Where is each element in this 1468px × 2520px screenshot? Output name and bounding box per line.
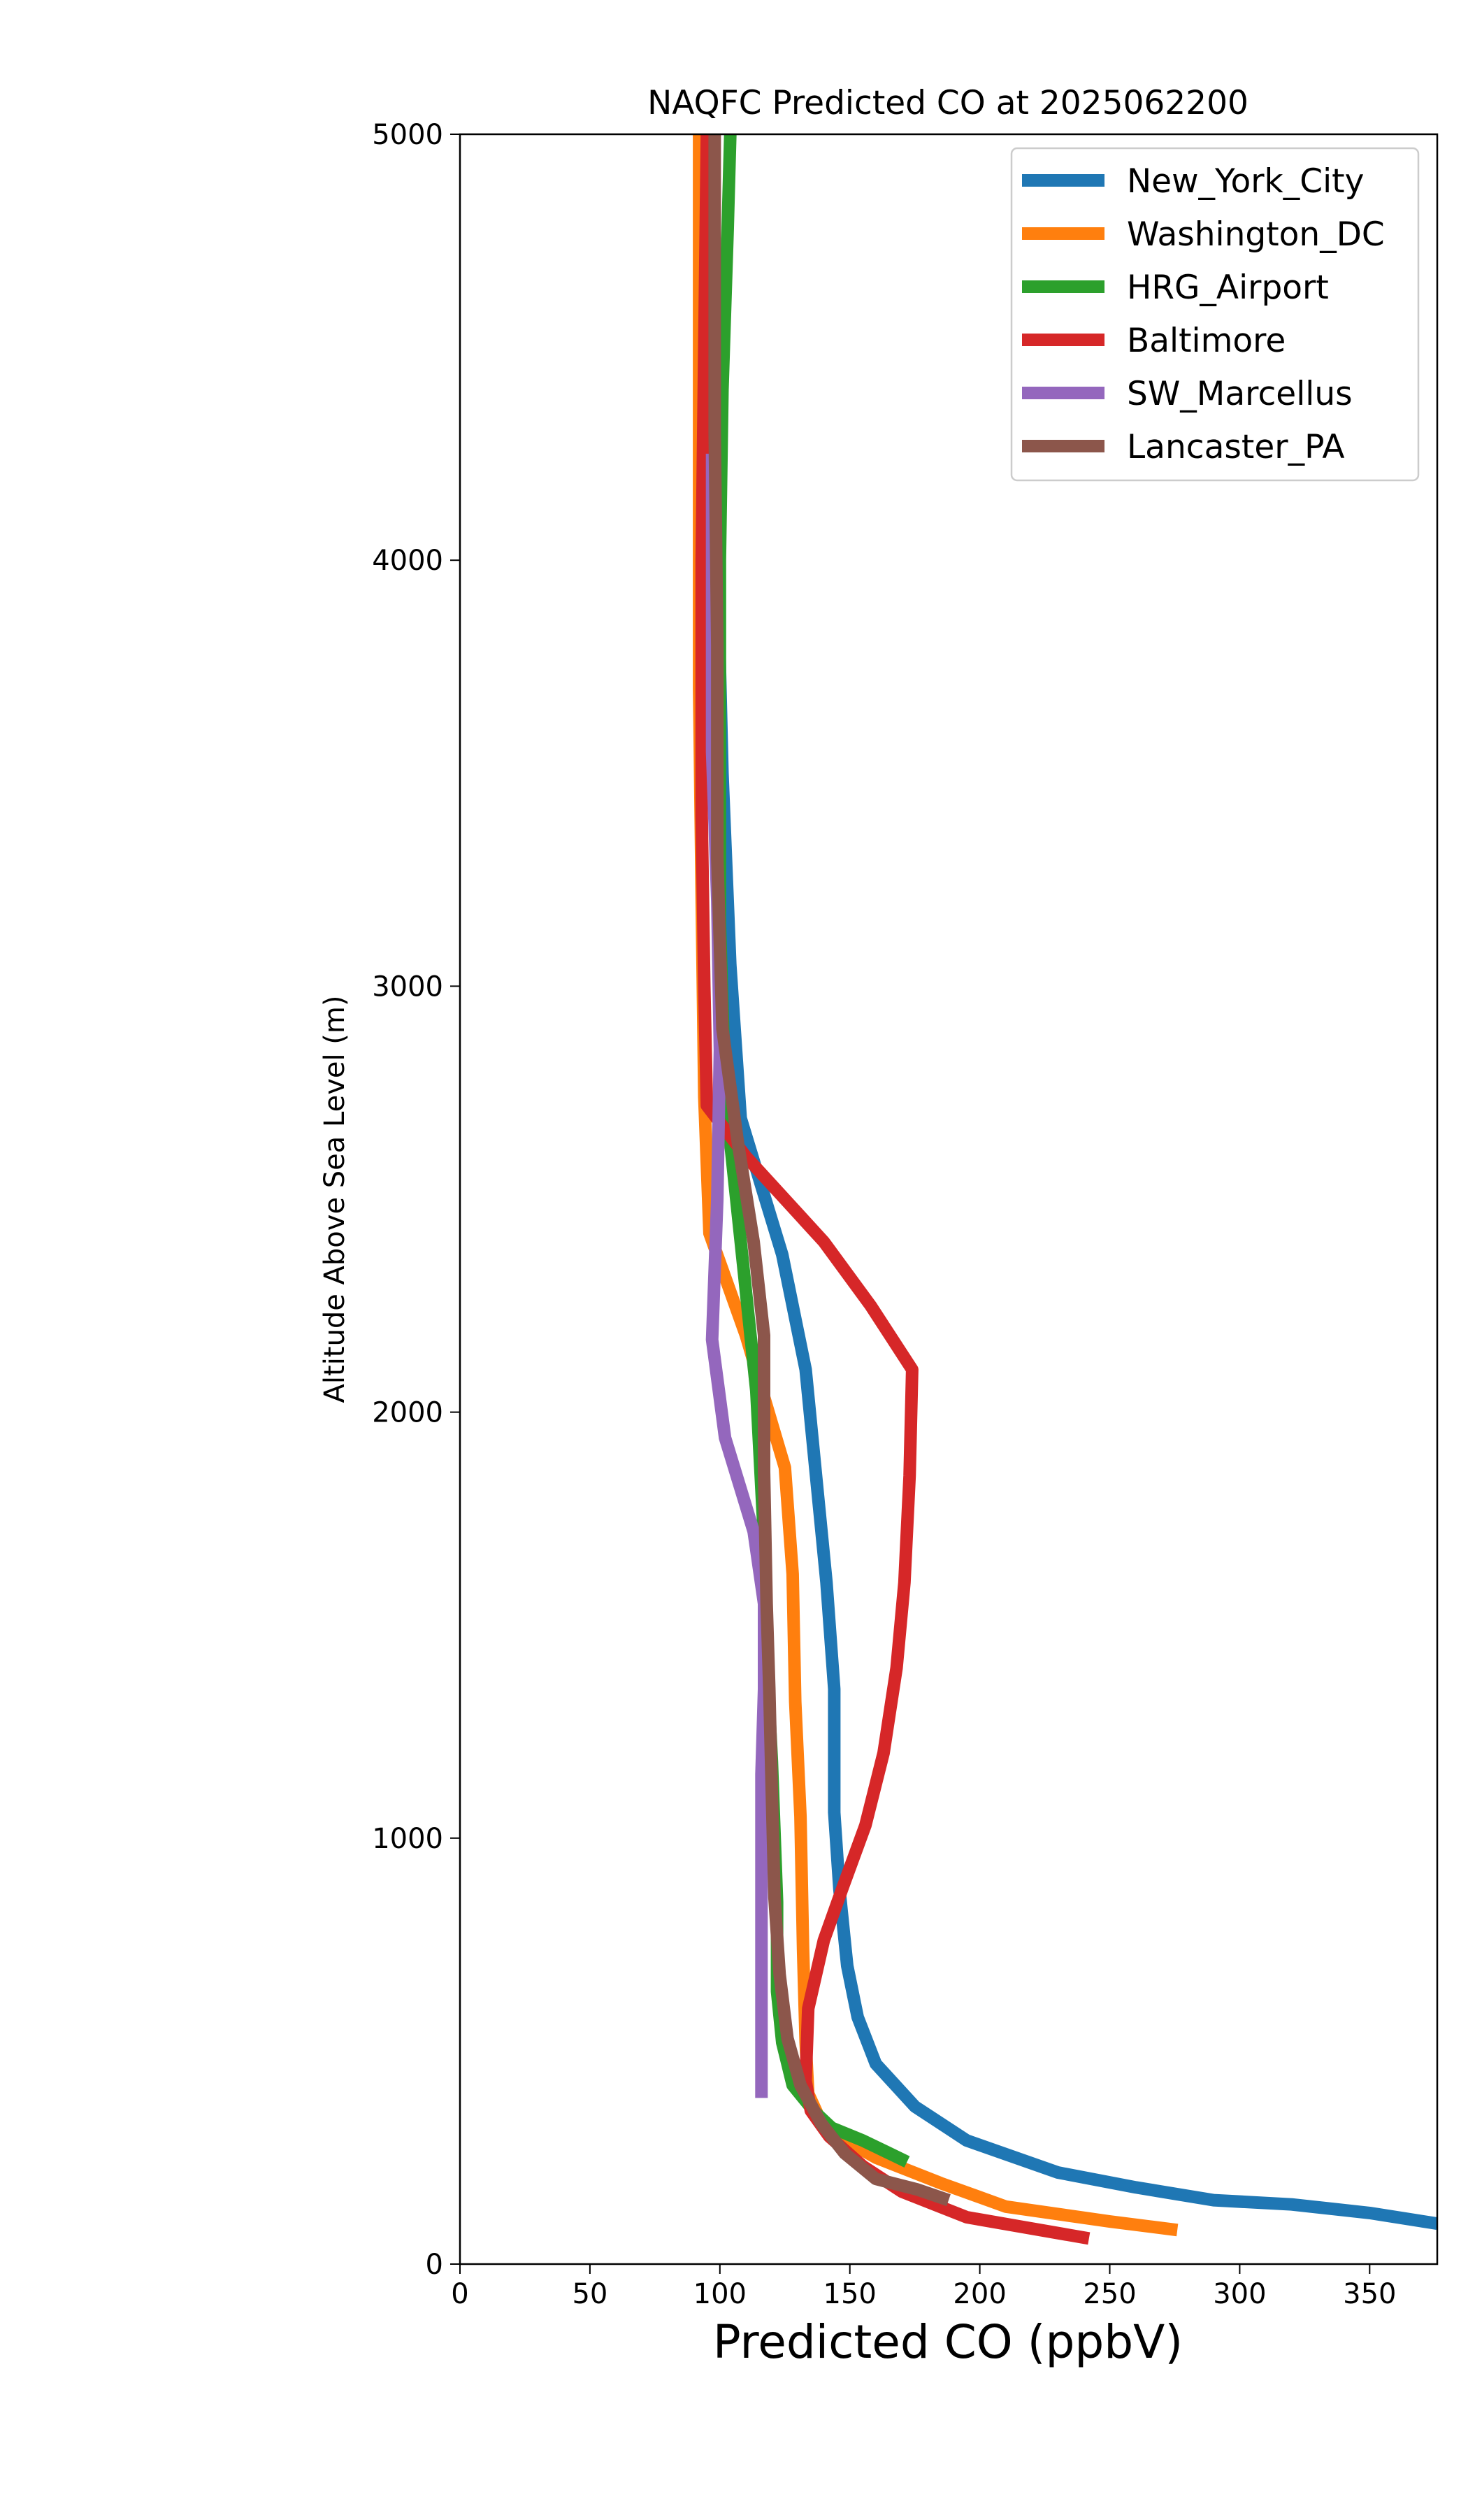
x-tick-label: 250 — [1083, 2278, 1136, 2310]
legend-label: HRG_Airport — [1127, 269, 1329, 307]
x-tick-label: 50 — [572, 2278, 607, 2310]
legend-frame — [1010, 147, 1420, 482]
series-line-lancaster-pa — [708, 134, 951, 2207]
legend-label: Baltimore — [1127, 322, 1286, 360]
legend-items: New_York_City Washington_DC HRG_Airport Bal… — [1022, 162, 1385, 466]
y-tick-label: 1000 — [372, 1823, 443, 1855]
chart-title: NAQFC Predicted CO at 2025062200 — [647, 84, 1248, 122]
series-lines — [693, 134, 1437, 2245]
series-line-new-york-city — [700, 134, 1437, 2230]
y-tick-label: 5000 — [372, 119, 443, 151]
y-axis-label: Altitude Above Sea Level (m) — [319, 996, 351, 1403]
y-tick-label: 0 — [426, 2249, 443, 2281]
legend: New_York_City Washington_DC HRG_Airport Bal… — [1010, 147, 1420, 482]
legend-label: Lancaster_PA — [1127, 428, 1345, 466]
legend-label: Washington_DC — [1127, 215, 1385, 254]
x-tick-label: 100 — [693, 2278, 747, 2310]
y-tick-label: 2000 — [372, 1397, 443, 1429]
plot-frame — [459, 133, 1439, 2265]
x-tick-label: 150 — [823, 2278, 877, 2310]
y-tick-label: 3000 — [372, 971, 443, 1003]
x-tick-label: 200 — [953, 2278, 1006, 2310]
x-tick-label: 0 — [451, 2278, 468, 2310]
legend-label: SW_Marcellus — [1127, 375, 1353, 413]
axis-ticks: 0 50 100 150 200 250 300 350 0 1000 2000 3000 4000 50… — [372, 119, 1396, 2310]
legend-label: New_York_City — [1127, 162, 1364, 201]
x-tick-label: 300 — [1213, 2278, 1266, 2310]
x-tick-label: 350 — [1343, 2278, 1396, 2310]
y-tick-label: 4000 — [372, 545, 443, 577]
x-axis-label: Predicted CO (ppbV) — [713, 2315, 1183, 2369]
